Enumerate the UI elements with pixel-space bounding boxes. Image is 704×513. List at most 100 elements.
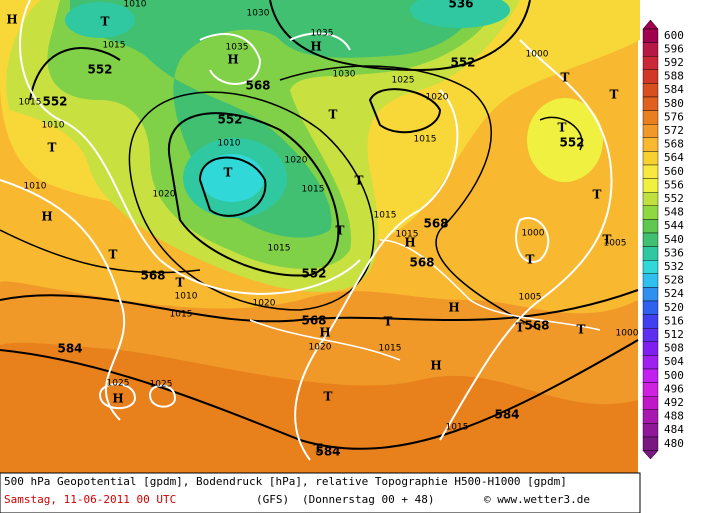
scale-cell [642, 178, 659, 193]
pressure-system: T [355, 174, 364, 188]
isobar-label: 1015 [302, 185, 325, 195]
scale-cell [642, 368, 659, 383]
isobar-label: 1025 [107, 379, 130, 389]
footer-copyright: © www.wetter3.de [484, 493, 590, 506]
scale-cell [642, 246, 659, 261]
isobar-label: 1030 [333, 70, 356, 80]
scale-cell [642, 123, 659, 138]
isobar-label: 1020 [253, 299, 276, 309]
isobar-label: 1025 [392, 76, 415, 86]
footer-box [0, 472, 641, 513]
scale-label: 484 [664, 423, 684, 436]
geopotential-label: 584 [57, 342, 82, 356]
scale-label: 596 [664, 42, 684, 55]
pressure-system: H [448, 301, 459, 315]
scale-cell [642, 328, 659, 343]
scale-cell [642, 151, 659, 166]
pressure-system: T [324, 390, 333, 404]
isobar-label: 1015 [268, 244, 291, 254]
isobar-label: 1010 [218, 139, 241, 149]
isobar-label: 1015 [396, 230, 419, 240]
isobar-label: 1015 [446, 423, 469, 433]
pressure-system: T [577, 323, 586, 337]
scale-cell [642, 205, 659, 220]
scale-label: 568 [664, 138, 684, 151]
pressure-system: H [227, 53, 238, 67]
scale-cell [642, 436, 659, 451]
scale-cell [642, 56, 659, 71]
map-labels: 552 552 552 552 552 552 568 568 568 568 568 568 584 5… [6, 0, 638, 459]
geopotential-label: 584 [315, 445, 340, 459]
scale-label: 556 [664, 178, 684, 191]
scale-cell [642, 96, 659, 111]
geopotential-label: 568 [245, 79, 270, 93]
pressure-system: T [593, 188, 602, 202]
isobar-label: 1015 [170, 310, 193, 320]
pressure-system: T [224, 166, 233, 180]
isobar-label: 1030 [247, 9, 270, 19]
scale-cell [642, 110, 659, 125]
scale-label: 536 [664, 246, 684, 259]
scale-cell [642, 423, 659, 438]
isobar-label: 1005 [519, 293, 542, 303]
scale-label: 528 [664, 274, 684, 287]
isobar-label: 1020 [426, 93, 449, 103]
pressure-system: T [329, 108, 338, 122]
isobar-label: 1020 [285, 156, 308, 166]
scale-label: 480 [664, 437, 684, 450]
scale-cell [642, 260, 659, 275]
scale-label: 560 [664, 165, 684, 178]
scale-label: 572 [664, 124, 684, 137]
scale-label: 588 [664, 70, 684, 83]
pressure-system: T [384, 315, 393, 329]
scale-label: 584 [664, 83, 684, 96]
isobar-label: 1035 [226, 43, 249, 53]
scale-cell [642, 409, 659, 424]
pressure-system: T [526, 253, 535, 267]
isobar-label: 1020 [153, 190, 176, 200]
isobar-label: 1000 [616, 329, 639, 339]
isobar-label: 1010 [24, 182, 47, 192]
geopotential-label: 568 [301, 314, 326, 328]
pressure-system: H [6, 13, 17, 27]
isobar-label: 1010 [42, 121, 65, 131]
isobar-label: 1035 [311, 29, 334, 39]
scale-label: 532 [664, 260, 684, 273]
geopotential-label: 552 [559, 136, 584, 150]
pressure-system: T [516, 321, 525, 335]
geopotential-label: 552 [301, 267, 326, 281]
isobar-label: 1020 [309, 343, 332, 353]
scale-cell [642, 300, 659, 315]
geopotential-label: 552 [87, 63, 112, 77]
footer-description: 500 hPa Geopotential [gpdm], Bodendruck … [4, 475, 567, 488]
scale-label: 488 [664, 410, 684, 423]
scale-cell [642, 83, 659, 98]
isobar-label: 1010 [124, 0, 147, 10]
scale-cell [642, 382, 659, 397]
pressure-system: H [404, 236, 415, 250]
scale-label: 496 [664, 382, 684, 395]
scale-label: 564 [664, 151, 684, 164]
pressure-system: T [314, 442, 323, 456]
geopotential-label: 536 [448, 0, 473, 11]
pressure-system: H [112, 392, 123, 406]
scale-label: 540 [664, 233, 684, 246]
geopotential-label: 552 [217, 113, 242, 127]
scale-cell [642, 28, 659, 43]
isobar-label: 1015 [374, 211, 397, 221]
scale-cell [642, 42, 659, 57]
geopotential-label: 568 [140, 269, 165, 283]
scale-label: 548 [664, 206, 684, 219]
isobar-label: 1015 [19, 98, 42, 108]
scale-cell [642, 273, 659, 288]
geopotential-label: 568 [524, 319, 549, 333]
pressure-system: T [109, 248, 118, 262]
isobar-label: 1015 [103, 41, 126, 51]
geopotential-label: 568 [409, 256, 434, 270]
isobar-label: 1015 [379, 344, 402, 354]
isobar-label: 1025 [150, 380, 173, 390]
map-background [0, 0, 640, 473]
scale-cell [642, 341, 659, 356]
scale-cell [642, 164, 659, 179]
footer-date: Samstag, 11-06-2011 00 UTC [4, 493, 176, 506]
